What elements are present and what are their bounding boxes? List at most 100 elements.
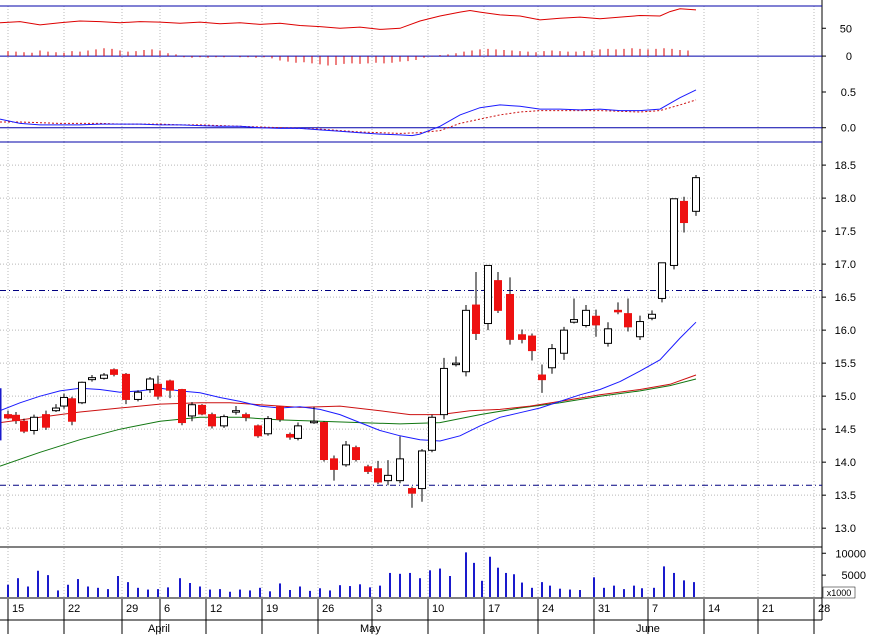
candle-body bbox=[670, 198, 678, 266]
candlestick bbox=[320, 421, 328, 462]
candlestick bbox=[352, 445, 360, 462]
candle-body bbox=[506, 293, 514, 340]
candlestick bbox=[592, 309, 600, 337]
candle-body bbox=[484, 264, 492, 325]
candlestick bbox=[122, 373, 130, 405]
candlestick bbox=[624, 298, 632, 332]
axes: 0 50 0.0 0.5 13.0 13.5 14.0 14.5 15.0 15.5 16.0 16.… bbox=[7, 23, 866, 635]
candlestick bbox=[494, 272, 502, 313]
candlestick bbox=[42, 410, 50, 430]
candle-body bbox=[494, 280, 502, 311]
ma-fast-line bbox=[0, 321, 697, 442]
candle-body bbox=[88, 377, 96, 381]
candlestick bbox=[220, 414, 228, 428]
candlestick bbox=[254, 424, 262, 438]
candle-body bbox=[166, 380, 174, 391]
candlestick bbox=[528, 333, 536, 361]
candle-body bbox=[582, 309, 590, 327]
oscillator-panel bbox=[0, 8, 822, 66]
candle-body bbox=[342, 444, 350, 466]
candlestick bbox=[680, 196, 688, 233]
candlestick bbox=[330, 455, 338, 481]
volume-panel bbox=[7, 552, 695, 597]
candlestick bbox=[408, 486, 416, 508]
candlestick bbox=[518, 329, 526, 344]
x-axis-label: 31 bbox=[598, 603, 610, 615]
candle-body bbox=[134, 391, 142, 400]
volume-unit-box bbox=[822, 586, 856, 599]
candlestick bbox=[68, 396, 76, 426]
price-axis-label: 17.5 bbox=[835, 226, 856, 238]
osc-line bbox=[0, 8, 697, 30]
x-axis-label: 12 bbox=[210, 603, 222, 615]
candle-body bbox=[310, 420, 318, 424]
candle-body bbox=[78, 381, 86, 404]
x-axis-label: 7 bbox=[652, 603, 658, 615]
candlestick bbox=[692, 175, 700, 216]
candle-body bbox=[604, 328, 612, 344]
candlestick bbox=[538, 364, 546, 393]
osc-axis-label: 0 bbox=[846, 51, 852, 63]
candle-body bbox=[592, 315, 600, 326]
candle-body bbox=[154, 383, 162, 397]
candlestick bbox=[648, 310, 656, 321]
macd-axis-label: 0.5 bbox=[841, 87, 856, 99]
x-axis-label: 29 bbox=[126, 603, 138, 615]
candle-body bbox=[60, 396, 68, 407]
x-axis-label: 10 bbox=[432, 603, 444, 615]
candlestick bbox=[60, 393, 68, 409]
candle-body bbox=[52, 407, 60, 412]
candlestick bbox=[472, 272, 480, 341]
x-axis-month-label: April bbox=[148, 623, 170, 635]
price-axis-label: 18.5 bbox=[835, 160, 856, 172]
candlestick bbox=[20, 418, 28, 434]
candlestick bbox=[264, 415, 272, 436]
candlestick bbox=[384, 460, 392, 486]
candlestick bbox=[100, 373, 108, 380]
candlestick bbox=[52, 404, 60, 412]
candlestick bbox=[242, 412, 250, 422]
candle-body bbox=[560, 329, 568, 354]
price-axis-label: 16.0 bbox=[835, 325, 856, 337]
price-axis-label: 18.0 bbox=[835, 193, 856, 205]
candlestick bbox=[208, 412, 216, 429]
volume-unit-label: x1000 bbox=[827, 588, 852, 598]
candlestick bbox=[166, 379, 174, 399]
candlestick bbox=[582, 305, 590, 328]
candle-body bbox=[198, 404, 206, 415]
candlestick bbox=[134, 390, 142, 402]
macd-panel bbox=[0, 89, 822, 137]
x-axis-label: 21 bbox=[762, 603, 774, 615]
candlestick bbox=[506, 277, 514, 345]
price-axis-label: 17.0 bbox=[835, 259, 856, 271]
macd-axis-label: 0.0 bbox=[841, 123, 856, 135]
candlestick bbox=[658, 262, 666, 303]
macd-line bbox=[0, 89, 697, 137]
candle-body bbox=[232, 410, 240, 413]
candle-body bbox=[330, 458, 338, 470]
price-axis-label: 15.5 bbox=[835, 358, 856, 370]
panel-frames bbox=[0, 0, 823, 621]
candle-body bbox=[528, 335, 536, 352]
candle-body bbox=[384, 474, 392, 482]
candle-body bbox=[440, 367, 448, 416]
candlestick bbox=[30, 414, 38, 435]
candle-body bbox=[294, 425, 302, 439]
candle-body bbox=[4, 414, 12, 419]
candle-body bbox=[636, 321, 644, 338]
x-axis-label: 14 bbox=[708, 603, 720, 615]
candlestick bbox=[342, 441, 350, 467]
candlestick bbox=[12, 411, 20, 424]
candlestick bbox=[110, 368, 118, 377]
candlestick bbox=[146, 377, 154, 393]
candle-body bbox=[208, 414, 216, 427]
candle-body bbox=[428, 416, 436, 451]
candle-body bbox=[188, 404, 196, 417]
candle-body bbox=[408, 488, 416, 494]
candlestick bbox=[428, 414, 436, 453]
candlestick bbox=[636, 315, 644, 341]
price-axis-label: 13.5 bbox=[835, 490, 856, 502]
x-axis-month-label: June bbox=[636, 623, 660, 635]
candle-body bbox=[624, 313, 632, 328]
